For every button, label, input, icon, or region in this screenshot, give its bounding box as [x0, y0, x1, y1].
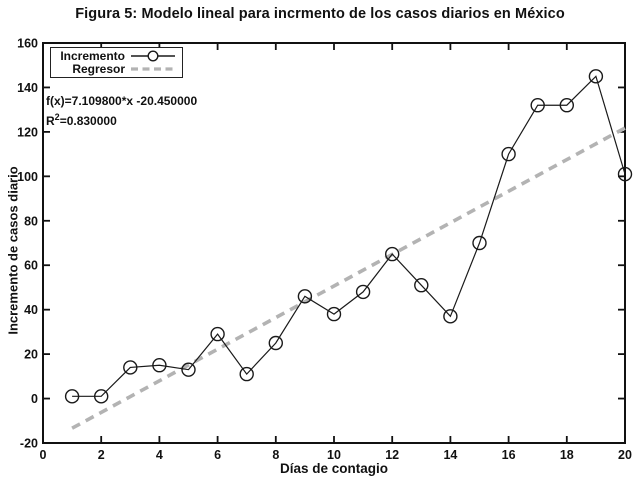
data-point-marker: [355, 284, 371, 300]
chart-title: Figura 5: Modelo lineal para incrmento d…: [75, 6, 565, 22]
data-point-marker: [530, 98, 545, 113]
data-point-marker: [472, 235, 487, 251]
data-point-marker: [93, 389, 109, 404]
line-with-circle-marker-icon: [131, 50, 175, 62]
y-tick-label: 140: [17, 81, 38, 95]
data-point-marker: [414, 278, 429, 293]
regression-equation-text: f(x)=7.109800*x -20.450000: [46, 94, 198, 108]
dashed-line-icon: [131, 67, 175, 71]
y-tick-label: 160: [17, 37, 38, 51]
data-point-marker: [326, 306, 342, 322]
x-tick-label: 0: [40, 448, 47, 462]
y-tick-label: 100: [17, 170, 38, 184]
y-tick-label: -20: [20, 437, 38, 451]
data-point-marker: [123, 360, 138, 375]
x-tick-label: 8: [272, 448, 279, 462]
data-point-marker: [64, 389, 80, 404]
r-squared-text: R2=0.830000: [46, 112, 117, 128]
legend-item-regresor: Regresor: [55, 62, 176, 77]
x-tick-label: 12: [385, 448, 399, 462]
y-tick-label: 80: [24, 214, 38, 228]
x-tick-label: 18: [560, 448, 574, 462]
data-point-marker: [268, 335, 283, 351]
y-tick-label: 120: [17, 125, 38, 139]
legend-item-incremento: Incremento: [55, 48, 176, 63]
regression-dashed-line: [71, 126, 626, 430]
data-point-marker: [559, 98, 574, 113]
data-point-marker: [588, 69, 604, 84]
x-tick-label: 16: [502, 448, 516, 462]
incremento-series-line: [72, 75, 626, 397]
data-point-marker: [385, 246, 400, 262]
y-tick-label: 40: [24, 303, 38, 317]
data-point-marker: [617, 166, 633, 182]
y-tick-label: 20: [24, 348, 38, 362]
y-tick-label: 0: [31, 392, 38, 406]
data-point-marker: [297, 289, 313, 304]
y-axis-label: Incremento de casos diario: [5, 166, 21, 335]
regression-annotation: f(x)=7.109800*x -20.450000 R2=0.830000: [46, 93, 197, 129]
x-tick-label: 6: [214, 448, 221, 462]
legend-label-incremento: Incremento: [60, 48, 125, 63]
data-point-marker: [239, 366, 254, 382]
data-point-marker: [210, 326, 225, 342]
y-tick-label: 60: [24, 259, 38, 273]
x-axis-label: Días de contagio: [279, 461, 389, 476]
data-point-marker: [152, 358, 167, 373]
x-tick-label: 20: [618, 448, 632, 462]
x-tick-label: 14: [443, 448, 457, 462]
data-point-marker: [181, 362, 196, 377]
legend-label-regresor: Regresor: [72, 62, 125, 77]
x-tick-label: 2: [98, 448, 105, 462]
x-tick-label: 4: [156, 448, 163, 462]
data-point-marker: [443, 309, 458, 324]
data-point-marker: [501, 146, 516, 162]
legend: Incremento Regresor: [50, 47, 183, 78]
x-tick-label: 10: [327, 448, 341, 462]
